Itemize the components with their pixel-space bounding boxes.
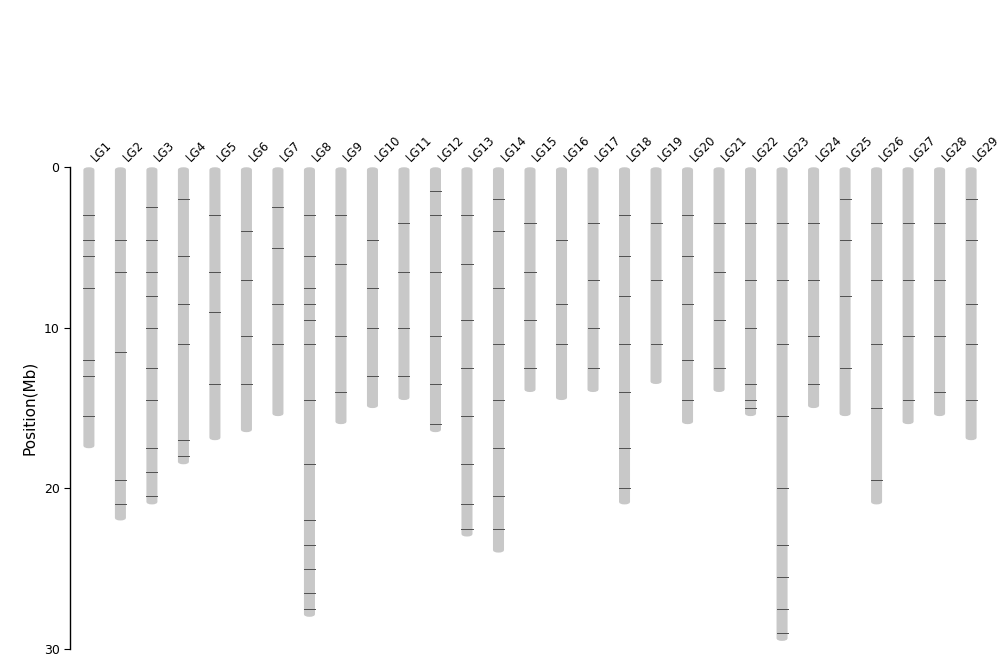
FancyBboxPatch shape [398,167,409,400]
FancyBboxPatch shape [241,167,252,432]
FancyBboxPatch shape [934,167,945,416]
FancyBboxPatch shape [745,167,756,416]
Y-axis label: Position(Mb): Position(Mb) [22,361,37,455]
FancyBboxPatch shape [461,167,473,537]
FancyBboxPatch shape [83,167,94,448]
FancyBboxPatch shape [808,167,819,408]
FancyBboxPatch shape [714,167,725,392]
FancyBboxPatch shape [272,167,283,416]
FancyBboxPatch shape [682,167,693,424]
FancyBboxPatch shape [966,167,977,440]
FancyBboxPatch shape [619,167,630,504]
FancyBboxPatch shape [146,167,157,504]
FancyBboxPatch shape [871,167,882,504]
FancyBboxPatch shape [556,167,567,400]
FancyBboxPatch shape [304,167,315,617]
FancyBboxPatch shape [115,167,126,520]
FancyBboxPatch shape [178,167,189,464]
FancyBboxPatch shape [524,167,536,392]
FancyBboxPatch shape [493,167,504,553]
FancyBboxPatch shape [367,167,378,408]
FancyBboxPatch shape [840,167,851,416]
FancyBboxPatch shape [588,167,599,392]
FancyBboxPatch shape [430,167,441,432]
FancyBboxPatch shape [209,167,220,440]
FancyBboxPatch shape [651,167,662,384]
FancyBboxPatch shape [903,167,914,424]
FancyBboxPatch shape [335,167,346,424]
FancyBboxPatch shape [777,167,788,641]
